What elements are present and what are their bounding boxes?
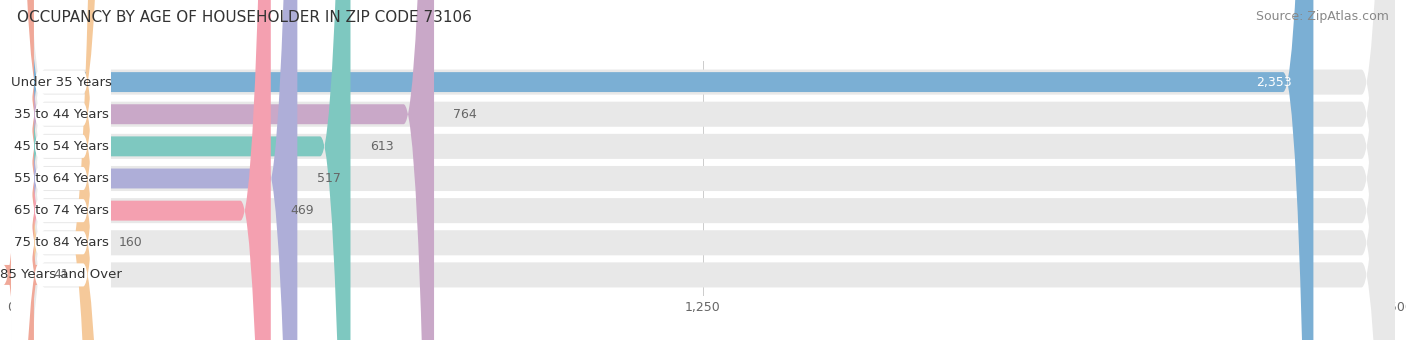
FancyBboxPatch shape bbox=[11, 0, 111, 340]
FancyBboxPatch shape bbox=[11, 0, 1395, 340]
FancyBboxPatch shape bbox=[11, 0, 111, 340]
Text: 65 to 74 Years: 65 to 74 Years bbox=[14, 204, 108, 217]
FancyBboxPatch shape bbox=[11, 0, 111, 340]
Text: 469: 469 bbox=[290, 204, 314, 217]
FancyBboxPatch shape bbox=[11, 0, 100, 340]
Text: 35 to 44 Years: 35 to 44 Years bbox=[14, 108, 108, 121]
Text: 2,353: 2,353 bbox=[1256, 75, 1291, 89]
Text: 85 Years and Over: 85 Years and Over bbox=[0, 268, 122, 282]
Text: 613: 613 bbox=[370, 140, 394, 153]
Text: 41: 41 bbox=[53, 268, 69, 282]
Text: 764: 764 bbox=[453, 108, 477, 121]
FancyBboxPatch shape bbox=[11, 0, 111, 340]
FancyBboxPatch shape bbox=[11, 0, 271, 340]
Text: 55 to 64 Years: 55 to 64 Years bbox=[14, 172, 108, 185]
FancyBboxPatch shape bbox=[11, 0, 1395, 340]
Text: Source: ZipAtlas.com: Source: ZipAtlas.com bbox=[1256, 10, 1389, 23]
Text: OCCUPANCY BY AGE OF HOUSEHOLDER IN ZIP CODE 73106: OCCUPANCY BY AGE OF HOUSEHOLDER IN ZIP C… bbox=[17, 10, 472, 25]
Text: Under 35 Years: Under 35 Years bbox=[11, 75, 111, 89]
FancyBboxPatch shape bbox=[11, 0, 1395, 340]
FancyBboxPatch shape bbox=[11, 0, 111, 340]
FancyBboxPatch shape bbox=[11, 0, 297, 340]
FancyBboxPatch shape bbox=[11, 0, 111, 340]
FancyBboxPatch shape bbox=[11, 0, 1395, 340]
FancyBboxPatch shape bbox=[11, 0, 1313, 340]
FancyBboxPatch shape bbox=[11, 0, 1395, 340]
FancyBboxPatch shape bbox=[11, 0, 350, 340]
FancyBboxPatch shape bbox=[11, 0, 1395, 340]
Text: 75 to 84 Years: 75 to 84 Years bbox=[14, 236, 108, 249]
FancyBboxPatch shape bbox=[11, 0, 434, 340]
FancyBboxPatch shape bbox=[3, 0, 42, 340]
Text: 160: 160 bbox=[120, 236, 143, 249]
FancyBboxPatch shape bbox=[11, 0, 1395, 340]
Text: 45 to 54 Years: 45 to 54 Years bbox=[14, 140, 108, 153]
Text: 517: 517 bbox=[316, 172, 340, 185]
FancyBboxPatch shape bbox=[11, 0, 111, 340]
